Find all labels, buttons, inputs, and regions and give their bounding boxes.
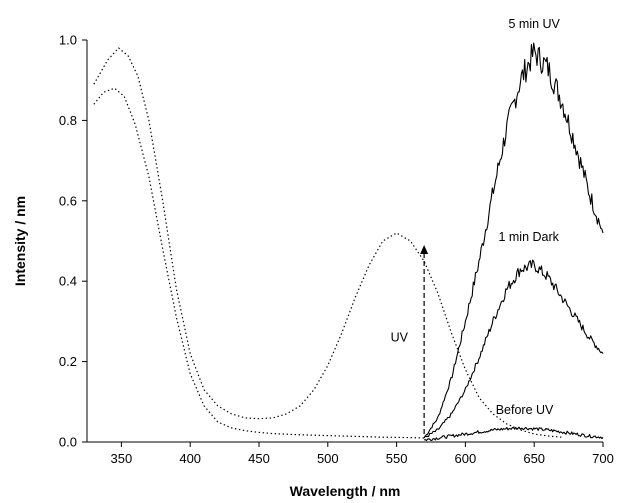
y-tick-label: 0.8: [59, 113, 77, 128]
y-axis-title: Intensity / nm: [12, 196, 28, 286]
annotations: 5 min UV 1 min Dark Before UV UV: [391, 17, 561, 417]
series-line-1: [93, 87, 425, 439]
x-tick-label: 600: [455, 451, 477, 466]
x-tick-label: 450: [248, 451, 270, 466]
uv-arrow: [420, 245, 429, 434]
x-tick-label: 550: [386, 451, 408, 466]
x-ticks: 350 400 450 500 550 600 650 700: [111, 442, 614, 466]
y-tick-label: 0.4: [59, 274, 77, 289]
x-tick-label: 350: [111, 451, 133, 466]
plot-area: 0.0 0.2 0.4 0.6 0.8 1.0 350 400 450 500 550 600 650…: [59, 17, 614, 466]
series-line-0: [93, 47, 562, 438]
annotation-label: 1 min Dark: [498, 230, 559, 244]
series-line-2: [423, 42, 604, 439]
y-tick-label: 0.0: [59, 435, 77, 450]
series-layer: [93, 42, 604, 442]
x-tick-label: 700: [592, 451, 614, 466]
x-tick-label: 400: [179, 451, 201, 466]
uv-arrow-head: [420, 245, 429, 255]
y-tick-label: 1.0: [59, 33, 77, 48]
annotation-label: 5 min UV: [508, 17, 560, 31]
x-tick-label: 500: [317, 451, 339, 466]
annotation-label: Before UV: [496, 403, 554, 417]
series-line-4: [423, 426, 604, 442]
x-axis-title: Wavelength / nm: [290, 483, 401, 499]
y-tick-label: 0.6: [59, 193, 77, 208]
y-tick-label: 0.2: [59, 354, 77, 369]
annotation-label: UV: [391, 331, 409, 345]
y-ticks: 0.0 0.2 0.4 0.6 0.8 1.0: [59, 33, 87, 450]
series-line-3: [423, 259, 604, 439]
x-tick-label: 650: [523, 451, 545, 466]
